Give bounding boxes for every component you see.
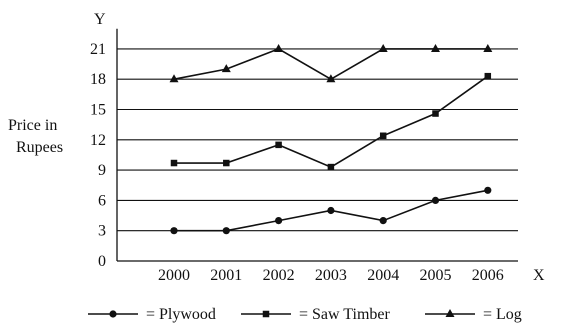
legend-item-circle: = Plywood	[88, 306, 216, 323]
series-circle	[170, 186, 492, 235]
data-point-triangle	[274, 43, 284, 52]
data-point-triangle	[169, 74, 179, 83]
y-tick-labels: 0 3 6 9 12 15 18 21	[90, 41, 106, 270]
data-point-circle	[327, 206, 335, 215]
x-tick-label: 2006	[472, 267, 504, 284]
y-axis-letter: Y	[94, 11, 106, 28]
legend-item-triangle: = Log	[425, 306, 522, 323]
data-point-circle	[275, 217, 283, 225]
x-tick-label: 2005	[420, 267, 452, 284]
data-point-triangle	[431, 43, 440, 52]
x-tick-labels: 2000 2001 2002 2003 2004 2005 2006	[158, 267, 504, 284]
data-point-square	[379, 132, 387, 140]
data-point-square	[223, 159, 230, 167]
grid-lines	[117, 48, 518, 232]
y-tick-label: 15	[90, 102, 106, 119]
data-point-square	[484, 72, 492, 80]
data-point-circle	[379, 217, 387, 225]
data-point-square	[170, 159, 178, 167]
x-tick-label: 2004	[367, 267, 399, 284]
data-point-circle	[222, 227, 230, 235]
legend-swatch-marker	[262, 310, 270, 318]
series-triangle	[169, 43, 493, 83]
y-tick-label: 3	[98, 223, 106, 240]
data-point-circle	[170, 227, 178, 235]
legend-label: = Log	[483, 306, 522, 323]
data-point-triangle	[221, 64, 231, 73]
y-tick-label: 21	[90, 41, 106, 58]
x-tick-label: 2001	[210, 267, 242, 284]
data-point-circle	[484, 186, 492, 194]
y-tick-label: 18	[90, 71, 106, 88]
series-line-square	[174, 75, 489, 168]
y-axis-label-line-1: Price in	[8, 117, 57, 134]
data-point-circle	[431, 196, 440, 204]
x-tick-label: 2000	[158, 267, 190, 284]
y-tick-label: 6	[98, 192, 106, 209]
axes	[116, 28, 518, 262]
data-point-triangle	[483, 43, 493, 52]
x-tick-label: 2003	[315, 267, 347, 284]
y-axis-label-line-2: Rupees	[16, 139, 63, 156]
x-tick-label: 2002	[263, 267, 295, 284]
series	[169, 43, 493, 235]
x-axis-letter: X	[533, 267, 545, 284]
legend-swatch-marker	[445, 309, 455, 318]
legend: = Plywood = Saw Timber = Log	[88, 306, 522, 323]
data-point-square	[275, 141, 282, 149]
legend-item-square: = Saw Timber	[241, 306, 390, 323]
data-point-square	[432, 110, 439, 117]
y-tick-label: 0	[98, 253, 106, 270]
y-tick-label: 9	[98, 162, 106, 179]
series-square	[170, 72, 492, 171]
data-point-triangle	[378, 43, 388, 52]
data-point-square	[327, 163, 335, 171]
y-tick-label: 12	[90, 132, 106, 149]
data-point-triangle	[326, 74, 336, 83]
legend-label: = Saw Timber	[299, 306, 390, 323]
legend-swatch-marker	[109, 310, 117, 318]
legend-label: = Plywood	[146, 306, 216, 323]
